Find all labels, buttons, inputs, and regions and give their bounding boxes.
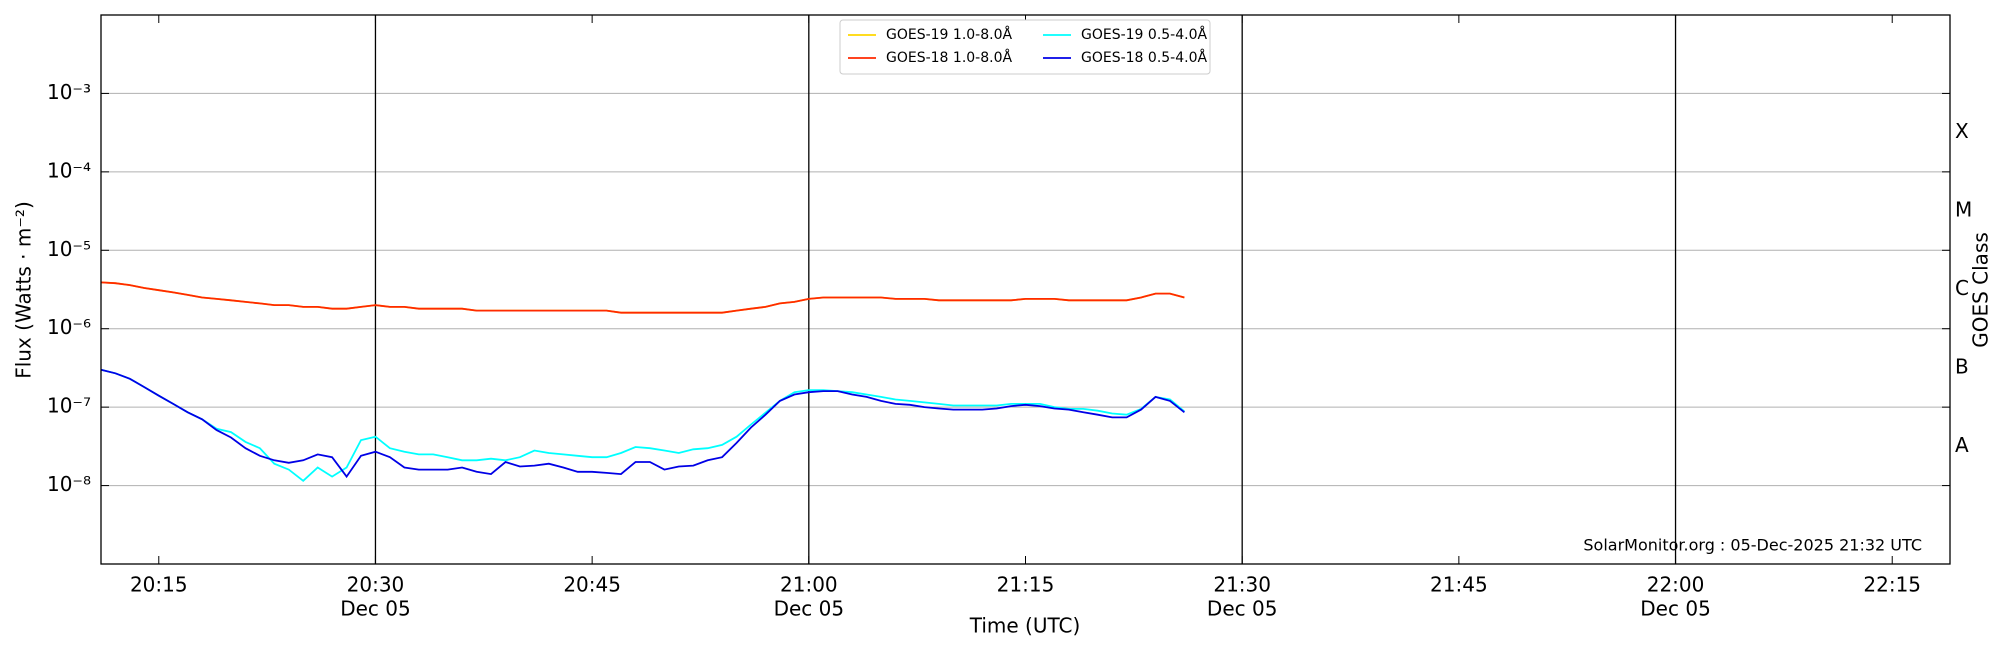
x-tick-label: Dec 05 (340, 597, 411, 621)
y-tick-label: 10⁻⁷ (47, 394, 91, 418)
x-tick-label: Dec 05 (774, 597, 845, 621)
x-tick-label: 21:45 (1430, 573, 1488, 597)
x-tick-label: 20:45 (563, 573, 621, 597)
x-tick-label: Dec 05 (1640, 597, 1711, 621)
y2-tick-label: M (1955, 198, 1972, 222)
y2-tick-label: A (1955, 433, 1969, 457)
y-axis-label: Flux (Watts · m⁻²) (12, 201, 36, 379)
y2-tick-label: X (1955, 119, 1969, 143)
y-tick-label: 10⁻⁸ (47, 472, 91, 496)
x-tick-label: 20:30 (347, 573, 405, 597)
series-line (100, 281, 1185, 314)
y-tick-label: 10⁻⁵ (47, 237, 91, 261)
y2-tick-label: C (1955, 276, 1969, 300)
y2-axis-label: GOES Class (1969, 232, 1993, 348)
series-line (100, 368, 1185, 479)
legend-label: GOES-18 1.0-8.0Å (886, 49, 1012, 66)
plot-frame (100, 14, 1951, 565)
legend-label: GOES-19 0.5-4.0Å (1081, 26, 1207, 43)
annotation: SolarMonitor.org : 05-Dec-2025 21:32 UTC (1583, 536, 1922, 555)
y-tick-label: 10⁻⁶ (47, 315, 91, 339)
legend-box (839, 19, 1211, 75)
legend-label: GOES-19 1.0-8.0Å (886, 26, 1012, 43)
series-line (100, 281, 1185, 314)
x-tick-label: 22:15 (1863, 573, 1921, 597)
y-tick-label: 10⁻⁴ (47, 158, 91, 182)
y2-tick-label: B (1955, 354, 1969, 378)
series-line (100, 368, 1185, 482)
x-tick-label: 22:00 (1647, 573, 1705, 597)
y-tick-label: 10⁻³ (47, 80, 91, 104)
x-tick-label: 20:15 (130, 573, 188, 597)
x-tick-label: 21:30 (1213, 573, 1271, 597)
x-tick-label: 21:15 (997, 573, 1055, 597)
legend-label: GOES-18 0.5-4.0Å (1081, 49, 1207, 66)
x-axis-label: Time (UTC) (969, 614, 1081, 638)
x-tick-label: Dec 05 (1207, 597, 1278, 621)
x-tick-label: 21:00 (780, 573, 838, 597)
